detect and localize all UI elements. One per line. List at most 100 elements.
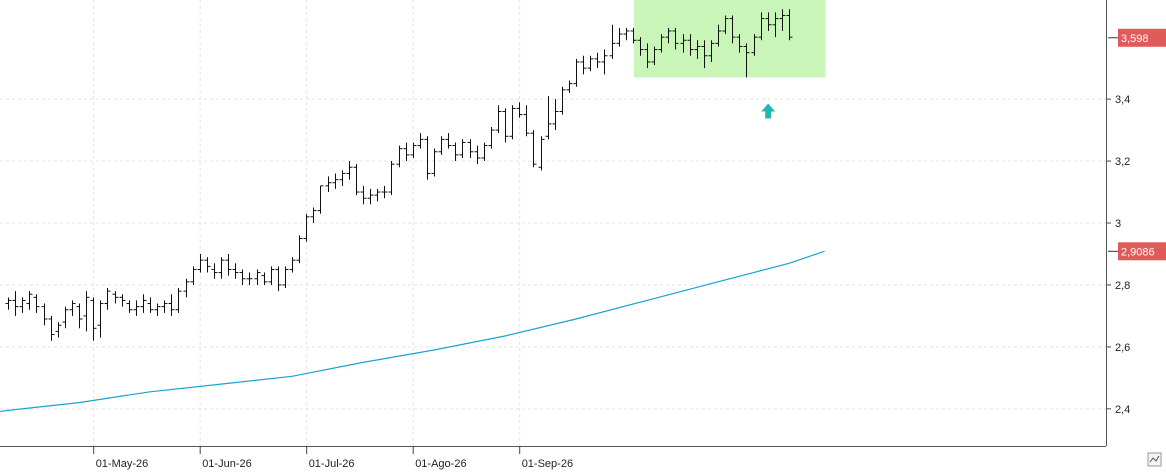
x-tick-label: 01-Jun-26 [202, 458, 252, 470]
ohlc-bar [232, 263, 239, 279]
ohlc-bar [708, 40, 715, 62]
ohlc-bar [353, 164, 360, 196]
ohlc-bars [5, 9, 793, 341]
moving-average-line [0, 250, 825, 413]
ohlc-bar [609, 24, 616, 59]
ohlc-bar [765, 12, 772, 31]
ohlc-bar [722, 15, 729, 35]
ohlc-bar [751, 34, 758, 56]
ohlc-bar [459, 139, 466, 158]
ohlc-bar [573, 58, 580, 87]
y-tick-label: 3 [1115, 218, 1121, 230]
ohlc-bar [566, 80, 573, 93]
ohlc-bar [701, 40, 708, 69]
ohlc-bar [76, 303, 83, 329]
ohlc-bar [736, 34, 743, 53]
ohlc-bar [346, 161, 353, 180]
ohlc-bar [623, 27, 630, 41]
ohlc-bar [190, 266, 197, 285]
y-tick-label: 2,6 [1115, 342, 1130, 354]
ohlc-bar [729, 15, 736, 44]
price-tag-box [1118, 28, 1166, 47]
ohlc-bar [325, 176, 332, 193]
ohlc-bar [154, 303, 161, 316]
ohlc-bar [112, 291, 119, 304]
y-tick-label: 3,4 [1115, 94, 1130, 106]
ohlc-bar [254, 269, 261, 285]
ohlc-bar [403, 142, 410, 162]
ohlc-bar [104, 288, 111, 310]
ohlc-bar [438, 136, 445, 155]
price-tag: 3,598 [1108, 28, 1166, 47]
y-tick-label: 2,4 [1115, 404, 1130, 416]
ohlc-bar [161, 300, 168, 313]
ohlc-bar [488, 126, 495, 149]
x-tick-label: 01-Sep-26 [522, 458, 573, 470]
ohlc-bar [374, 188, 381, 202]
ohlc-bar [83, 291, 90, 332]
ohlc-bar [786, 9, 793, 41]
ohlc-bar [33, 294, 40, 313]
ohlc-bar [545, 96, 552, 140]
ohlc-bar [296, 235, 303, 264]
ohlc-bar [381, 185, 388, 199]
ohlc-bar [538, 136, 545, 171]
ohlc-bar [672, 27, 679, 50]
price-tag-label: 3,598 [1121, 33, 1149, 45]
ohlc-bar [183, 278, 190, 298]
ohlc-bar [367, 188, 374, 205]
ohlc-bar [147, 297, 154, 313]
corner-button[interactable] [1147, 452, 1162, 467]
ohlc-bar [467, 139, 474, 158]
ohlc-bar [481, 142, 488, 162]
ohlc-bar [133, 300, 140, 316]
ohlc-bar [275, 266, 282, 292]
highlight-zone [633, 0, 826, 78]
ohlc-bar [410, 142, 417, 158]
ohlc-bar [630, 27, 637, 44]
ohlc-bar [12, 291, 19, 316]
ohlc-bar [239, 269, 246, 285]
ohlc-bar [530, 130, 537, 168]
ohlc-bar [26, 291, 33, 310]
ohlc-bar [41, 303, 48, 326]
ohlc-bar [502, 108, 509, 143]
ohlc-bar [97, 300, 104, 338]
ohlc-bar [90, 297, 97, 341]
ohlc-bar [332, 173, 339, 189]
y-tick-label: 3,2 [1115, 156, 1130, 168]
ohlc-bar [175, 288, 182, 313]
ohlc-bar [637, 37, 644, 56]
ohlc-bar [282, 266, 289, 289]
up-arrow-icon [761, 103, 776, 119]
ohlc-bar [743, 43, 750, 78]
ohlc-bar [204, 257, 211, 273]
chart-settings-icon [1149, 455, 1160, 463]
ohlc-bar [339, 170, 346, 186]
ohlc-bar [424, 136, 431, 180]
ohlc-bar [523, 105, 530, 137]
ohlc-bar [665, 27, 672, 44]
ohlc-bar [62, 306, 69, 329]
ohlc-bar [431, 148, 438, 177]
ohlc-bar [715, 24, 722, 47]
ohlc-bar [680, 34, 687, 53]
moving-average [0, 250, 825, 413]
ohlc-bar [594, 52, 601, 69]
x-axis: 01-May-26 01-Jun-26 01-Jul-26 01-Ago-26 01-S… [0, 446, 1106, 470]
ohlc-bar [261, 272, 268, 285]
price-tag-box [1118, 242, 1166, 261]
ohlc-bar [559, 86, 566, 115]
x-tick-label: 01-May-26 [96, 458, 149, 470]
ohlc-bar [601, 49, 608, 75]
ohlc-bar [168, 294, 175, 316]
ohlc-bar [474, 145, 481, 165]
ohlc-bar [317, 185, 324, 214]
price-tag-label: 2,9086 [1121, 246, 1155, 258]
ohlc-bar [246, 272, 253, 285]
price-tags: 3,598 2,9086 [1108, 28, 1166, 261]
ohlc-bar [417, 133, 424, 149]
ohlc-bar [360, 185, 367, 205]
highlight-rect [633, 0, 826, 78]
